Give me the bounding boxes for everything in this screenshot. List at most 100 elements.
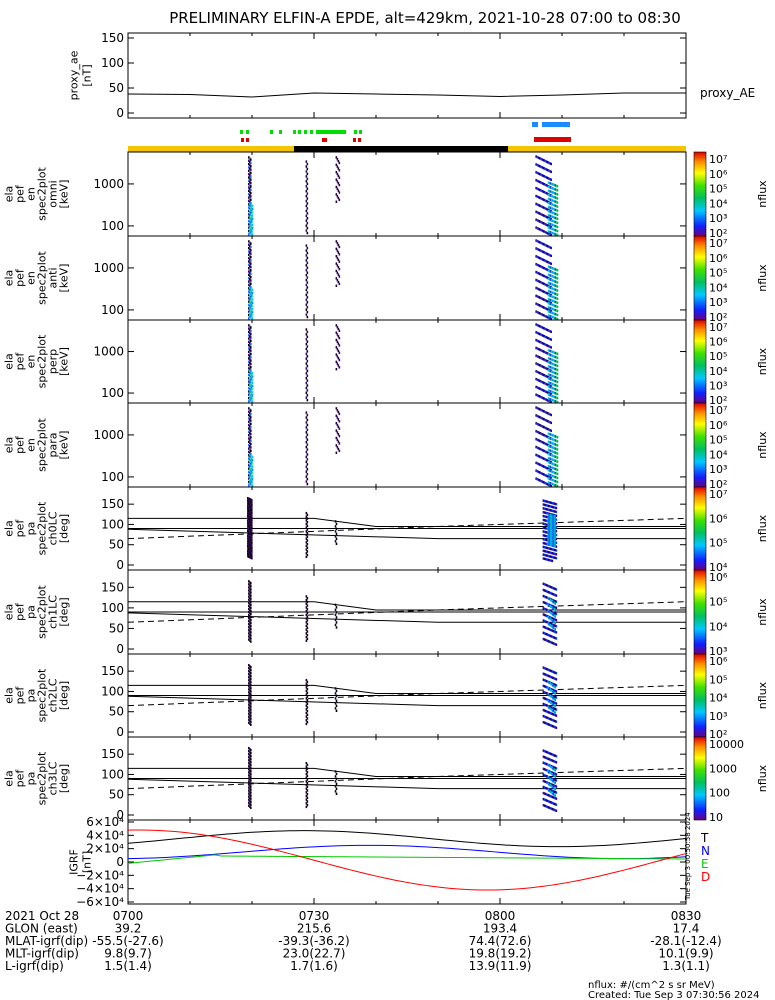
spectrum-pixel bbox=[556, 476, 559, 480]
spectrum-pixel bbox=[335, 772, 338, 776]
spectrum-pixel bbox=[250, 419, 252, 422]
spectrum-pixel bbox=[549, 290, 552, 294]
loss-cone-line bbox=[128, 684, 686, 694]
spectrum-pixel bbox=[248, 280, 250, 283]
spectrum-pixel bbox=[306, 630, 309, 633]
spectrum-pixel bbox=[553, 383, 556, 387]
spectrum-pixel bbox=[305, 288, 308, 292]
spectrum-pixel bbox=[338, 442, 341, 445]
spectrum-pixel bbox=[552, 371, 555, 374]
spectrum-pixel bbox=[247, 519, 249, 523]
spectrum-pixel bbox=[556, 480, 559, 484]
spectrum-pixel bbox=[250, 303, 253, 307]
spectrum-pixel bbox=[247, 499, 249, 502]
spectrum-pixel bbox=[248, 765, 250, 768]
spectrum-pixel bbox=[250, 546, 252, 549]
spectrum-pixel bbox=[556, 221, 559, 225]
spectrum-pixel bbox=[543, 522, 546, 526]
ytick-label: 50 bbox=[109, 621, 124, 635]
zlabel: nflux bbox=[756, 180, 769, 208]
spectrum-pixel bbox=[248, 470, 250, 474]
spectrum-pixel bbox=[549, 516, 552, 519]
loss-cone-line bbox=[127, 612, 686, 623]
colorbar-label: 10⁴ bbox=[709, 197, 728, 210]
spectrum-pixel bbox=[248, 315, 251, 318]
spectrum-pixel bbox=[305, 308, 308, 311]
spectrum-pixel bbox=[248, 444, 250, 447]
spectrum-pixel bbox=[554, 705, 557, 708]
spectrum-pixel bbox=[549, 302, 552, 306]
spectrum-pixel bbox=[248, 682, 250, 685]
spectrum-pixel bbox=[549, 705, 552, 709]
spectrum-pixel bbox=[556, 313, 559, 317]
spectrum-pixel bbox=[552, 709, 555, 713]
spectrum-pixel bbox=[550, 484, 552, 488]
spectrum-pixel bbox=[337, 349, 340, 353]
spectrum-pixel bbox=[248, 189, 250, 193]
footer-value: 0700 bbox=[113, 909, 144, 923]
spectrum-pixel bbox=[555, 439, 558, 443]
spectrum-pixel bbox=[546, 621, 549, 624]
colorbar-label: 10² bbox=[709, 478, 727, 491]
ylabel-line: ela bbox=[3, 520, 16, 537]
spectrum-pixel bbox=[556, 185, 559, 188]
spectrum-pixel bbox=[250, 349, 252, 352]
spectrum-pixel bbox=[553, 379, 556, 383]
spectrum-pixel bbox=[544, 774, 547, 777]
spectrum-pixel bbox=[550, 299, 553, 302]
spectrum-pixel bbox=[550, 227, 553, 230]
spectrum-pixel bbox=[546, 550, 549, 554]
spectrum-pixel bbox=[249, 553, 251, 556]
spectrum-pixel bbox=[551, 629, 554, 632]
spectrum-pixel bbox=[542, 342, 544, 345]
ylabel-line: pa bbox=[25, 772, 38, 786]
spectrum-pixel bbox=[544, 620, 547, 623]
spectrum-pixel bbox=[549, 286, 552, 289]
spectrum-pixel bbox=[547, 209, 550, 213]
spectrum-pixel bbox=[248, 638, 250, 641]
spectrum-pixel bbox=[556, 456, 559, 459]
spectrum-pixel bbox=[549, 675, 552, 678]
spectrum-pixel bbox=[550, 370, 553, 373]
spectrum-pixel bbox=[544, 595, 547, 599]
spectrum-pixel bbox=[554, 534, 557, 537]
spectrum-pixel bbox=[538, 471, 540, 474]
spectrum-pixel bbox=[249, 750, 251, 754]
spectrum-pixel bbox=[305, 180, 308, 183]
igrf-legend: T bbox=[700, 831, 709, 845]
spectrum-pixel bbox=[552, 516, 555, 520]
spectrum-pixel bbox=[251, 317, 254, 320]
spectrum-pixel bbox=[250, 374, 253, 377]
spectrum-pixel bbox=[547, 397, 550, 400]
ytick-label: 100 bbox=[101, 56, 124, 70]
spectrum-pixel bbox=[247, 549, 249, 553]
spectrum-pixel bbox=[306, 398, 309, 402]
spectrum-pixel bbox=[555, 313, 558, 316]
spectrum-pixel bbox=[545, 515, 548, 519]
spectrum-pixel bbox=[305, 791, 308, 794]
spectrum-pixel bbox=[544, 267, 546, 270]
spectrum-pixel bbox=[553, 284, 556, 287]
spectrum-pixel bbox=[306, 428, 309, 432]
spectrum-pixel bbox=[554, 447, 557, 450]
spectrum-pixel bbox=[540, 297, 542, 300]
spectrum-pixel bbox=[547, 436, 550, 439]
spectrum-pixel bbox=[247, 552, 249, 555]
spectrum-pixel bbox=[250, 300, 253, 304]
spectrum-pixel bbox=[250, 442, 252, 446]
spectrum-pixel bbox=[249, 241, 251, 244]
spectrum-pixel bbox=[547, 532, 550, 535]
spectrum-pixel bbox=[554, 525, 557, 529]
spectrum-pixel bbox=[249, 636, 251, 639]
spectrum-pixel bbox=[543, 762, 546, 765]
spectrum-pixel bbox=[547, 444, 550, 448]
spectrum-pixel bbox=[248, 456, 251, 459]
spectrum-pixel bbox=[249, 611, 251, 615]
spectrum-pixel bbox=[548, 222, 551, 225]
spectrum-pixel bbox=[306, 720, 309, 724]
spectrum-pixel bbox=[553, 790, 556, 793]
spectrum-pixel bbox=[553, 529, 556, 533]
spectrum-pixel bbox=[538, 355, 540, 359]
spectrum-pixel bbox=[544, 798, 547, 802]
spectrum-pixel bbox=[555, 213, 558, 216]
